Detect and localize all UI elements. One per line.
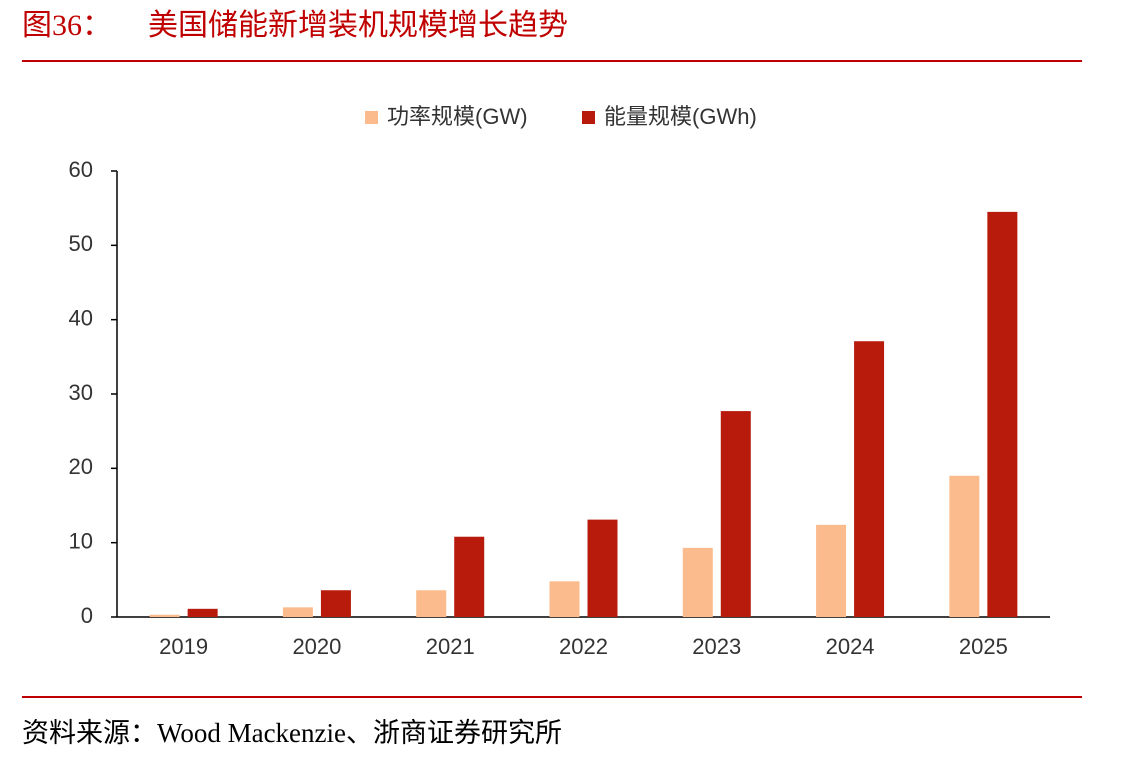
x-tick-label: 2020 — [292, 634, 341, 659]
bar — [816, 524, 847, 617]
bar — [454, 536, 485, 617]
bar — [549, 581, 580, 617]
x-tick-label: 2021 — [426, 634, 475, 659]
bar — [187, 608, 218, 617]
chart-title: 美国储能新增装机规模增长趋势 — [148, 9, 568, 42]
x-tick-label: 2019 — [159, 634, 208, 659]
x-tick-label: 2024 — [826, 634, 875, 659]
bar — [282, 607, 313, 617]
x-tick-label: 2023 — [692, 634, 741, 659]
y-tick-label: 50 — [69, 231, 93, 256]
source-note: 资料来源：Wood Mackenzie、浙商证券研究所 — [22, 718, 562, 748]
legend-swatch — [582, 111, 595, 124]
x-tick-label: 2022 — [559, 634, 608, 659]
bar — [682, 547, 713, 617]
y-tick-label: 10 — [69, 528, 93, 553]
legend-label: 能量规模(GWh) — [604, 104, 757, 129]
bar — [949, 475, 980, 617]
figure-label: 图36： — [22, 9, 112, 42]
y-tick-label: 60 — [69, 157, 93, 182]
bar — [720, 411, 751, 617]
y-tick-label: 30 — [69, 380, 93, 405]
bar — [416, 590, 447, 617]
bar — [587, 519, 618, 617]
y-tick-label: 40 — [69, 305, 93, 330]
bar — [149, 614, 180, 617]
legend-swatch — [365, 111, 378, 124]
y-tick-label: 20 — [69, 454, 93, 479]
bar — [320, 590, 351, 617]
x-tick-label: 2025 — [959, 634, 1008, 659]
legend-label: 功率规模(GW) — [387, 104, 528, 129]
y-tick-label: 0 — [81, 603, 93, 628]
bar — [987, 211, 1018, 617]
bar — [854, 341, 885, 617]
